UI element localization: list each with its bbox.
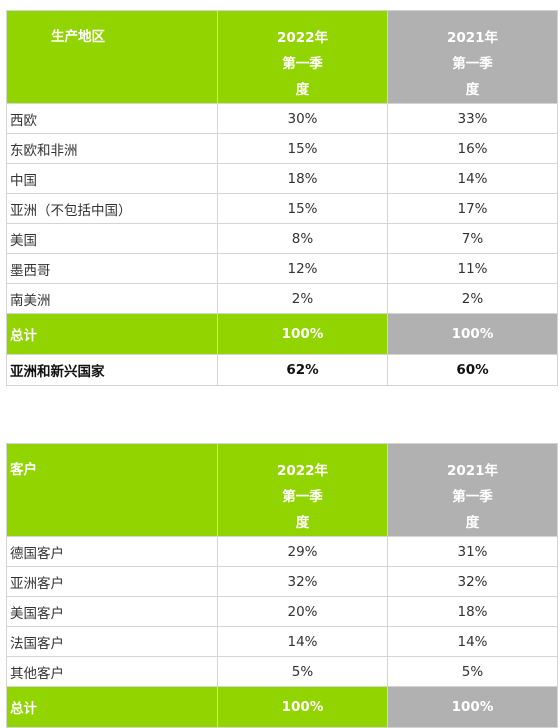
header-year: 2022年: [276, 463, 329, 479]
value-2022: 8%: [217, 223, 388, 254]
table-row: 东欧和非洲 15% 16%: [6, 133, 558, 164]
value-2021: 31%: [387, 536, 558, 567]
row-label: 南美洲: [6, 283, 218, 314]
header-quarter: 第一季: [282, 56, 323, 72]
production-region-table: 生产地区 2022年 第一季 度 2021年 第一季 度 西欧 30% 33%: [6, 10, 558, 386]
value-2022: 2%: [217, 283, 388, 314]
table-row: 南美洲 2% 2%: [6, 283, 558, 314]
value-2022: 15%: [217, 133, 388, 164]
header-year: 2021年: [446, 463, 499, 479]
row-label: 美国: [6, 223, 218, 254]
value-2022: 30%: [217, 103, 388, 134]
table-row: 亚洲客户 32% 32%: [6, 566, 558, 597]
row-label: 中国: [6, 163, 218, 194]
header-year: 2022年: [276, 30, 329, 46]
table-header-row: 客户 2022年 第一季 度 2021年 第一季 度: [6, 443, 558, 537]
total-2022: 100%: [217, 686, 388, 728]
header-quarter-suffix: 度: [295, 82, 310, 98]
header-customer: 客户: [6, 443, 218, 537]
header-production-region: 生产地区: [6, 10, 218, 104]
value-2021: 32%: [387, 566, 558, 597]
table-row: 法国客户 14% 14%: [6, 626, 558, 657]
total-row: 总计 100% 100%: [6, 313, 558, 355]
table-row: 西欧 30% 33%: [6, 103, 558, 134]
table-row: 美国客户 20% 18%: [6, 596, 558, 627]
table-row: 亚洲（不包括中国） 15% 17%: [6, 193, 558, 224]
total-2022: 100%: [217, 313, 388, 355]
row-label: 亚洲客户: [6, 566, 218, 597]
value-2022: 15%: [217, 193, 388, 224]
row-label: 亚洲（不包括中国）: [6, 193, 218, 224]
value-2021: 17%: [387, 193, 558, 224]
header-2021-q1: 2021年 第一季 度: [387, 443, 558, 537]
summary-row: 亚洲和新兴国家 62% 60%: [6, 354, 558, 386]
value-2021: 33%: [387, 103, 558, 134]
row-label: 墨西哥: [6, 253, 218, 284]
header-2022-q1: 2022年 第一季 度: [217, 443, 388, 537]
header-quarter: 第一季: [452, 56, 493, 72]
row-label: 其他客户: [6, 656, 218, 687]
table-row: 美国 8% 7%: [6, 223, 558, 254]
header-year: 2021年: [446, 30, 499, 46]
value-2021: 18%: [387, 596, 558, 627]
summary-2022: 62%: [217, 354, 388, 386]
value-2022: 5%: [217, 656, 388, 687]
summary-label: 亚洲和新兴国家: [6, 354, 218, 386]
row-label: 法国客户: [6, 626, 218, 657]
value-2022: 18%: [217, 163, 388, 194]
value-2022: 32%: [217, 566, 388, 597]
header-quarter-suffix: 度: [465, 515, 480, 531]
value-2021: 14%: [387, 163, 558, 194]
summary-2021: 60%: [387, 354, 558, 386]
total-2021: 100%: [387, 686, 558, 728]
customer-table: 客户 2022年 第一季 度 2021年 第一季 度 德国客户 29% 31%: [6, 443, 558, 728]
total-2021: 100%: [387, 313, 558, 355]
value-2021: 14%: [387, 626, 558, 657]
total-label: 总计: [6, 313, 218, 355]
table-row: 其他客户 5% 5%: [6, 656, 558, 687]
table-row: 德国客户 29% 31%: [6, 536, 558, 567]
value-2021: 2%: [387, 283, 558, 314]
value-2021: 5%: [387, 656, 558, 687]
value-2021: 11%: [387, 253, 558, 284]
header-2021-q1: 2021年 第一季 度: [387, 10, 558, 104]
value-2022: 20%: [217, 596, 388, 627]
row-label: 德国客户: [6, 536, 218, 567]
header-quarter-suffix: 度: [465, 82, 480, 98]
value-2022: 29%: [217, 536, 388, 567]
table-row: 中国 18% 14%: [6, 163, 558, 194]
header-quarter-suffix: 度: [295, 515, 310, 531]
value-2021: 7%: [387, 223, 558, 254]
total-label: 总计: [6, 686, 218, 728]
value-2022: 12%: [217, 253, 388, 284]
row-label: 西欧: [6, 103, 218, 134]
value-2021: 16%: [387, 133, 558, 164]
table-header-row: 生产地区 2022年 第一季 度 2021年 第一季 度: [6, 10, 558, 104]
table-row: 墨西哥 12% 11%: [6, 253, 558, 284]
row-label: 东欧和非洲: [6, 133, 218, 164]
total-row: 总计 100% 100%: [6, 686, 558, 728]
row-label: 美国客户: [6, 596, 218, 627]
header-quarter: 第一季: [452, 489, 493, 505]
header-2022-q1: 2022年 第一季 度: [217, 10, 388, 104]
value-2022: 14%: [217, 626, 388, 657]
header-quarter: 第一季: [282, 489, 323, 505]
